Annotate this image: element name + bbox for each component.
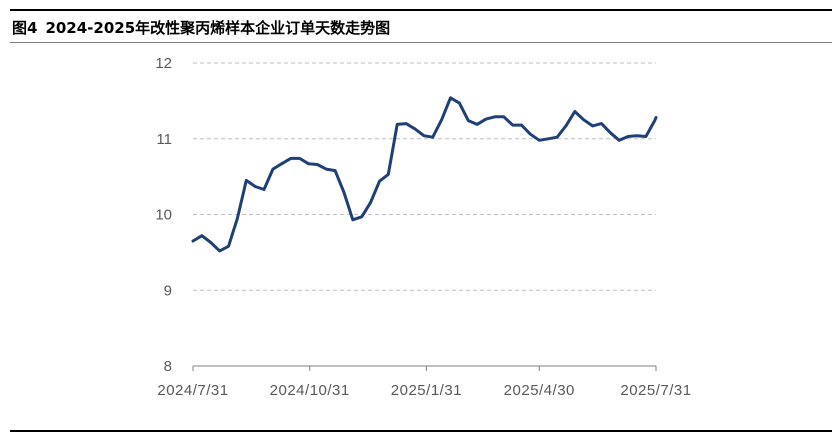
figure-title-text: 2024-2025年改性聚丙烯样本企业订单天数走势图 bbox=[45, 19, 391, 37]
y-tick-label-12: 12 bbox=[155, 55, 172, 72]
y-tick-label-11: 11 bbox=[156, 131, 172, 148]
x-tick-label-1: 2024/10/31 bbox=[270, 382, 350, 399]
x-tick-label-2: 2025/1/31 bbox=[391, 382, 462, 399]
x-tick-label-4: 2025/7/31 bbox=[620, 382, 691, 399]
x-tick-label-3: 2025/4/30 bbox=[504, 382, 575, 399]
y-tick-label-9: 9 bbox=[164, 282, 172, 299]
figure-number: 图4 bbox=[12, 19, 38, 37]
figure-title: 图4 2024-2025年改性聚丙烯样本企业订单天数走势图 bbox=[12, 17, 398, 38]
series-line-0 bbox=[191, 96, 658, 253]
x-tick-labels: 2024/7/31 2024/10/31 2025/1/31 2025/4/30 202… bbox=[157, 382, 691, 399]
top-rule bbox=[10, 9, 832, 11]
y-tick-label-8: 8 bbox=[164, 358, 172, 375]
title-underline bbox=[10, 42, 832, 43]
gridlines bbox=[193, 62, 656, 291]
x-axis bbox=[192, 365, 657, 371]
series-group bbox=[191, 96, 658, 253]
y-tick-label-10: 10 bbox=[155, 207, 172, 224]
y-tick-labels: 8 9 10 11 12 bbox=[155, 55, 172, 375]
x-tick-label-0: 2024/7/31 bbox=[157, 382, 228, 399]
bottom-rule bbox=[10, 430, 832, 432]
